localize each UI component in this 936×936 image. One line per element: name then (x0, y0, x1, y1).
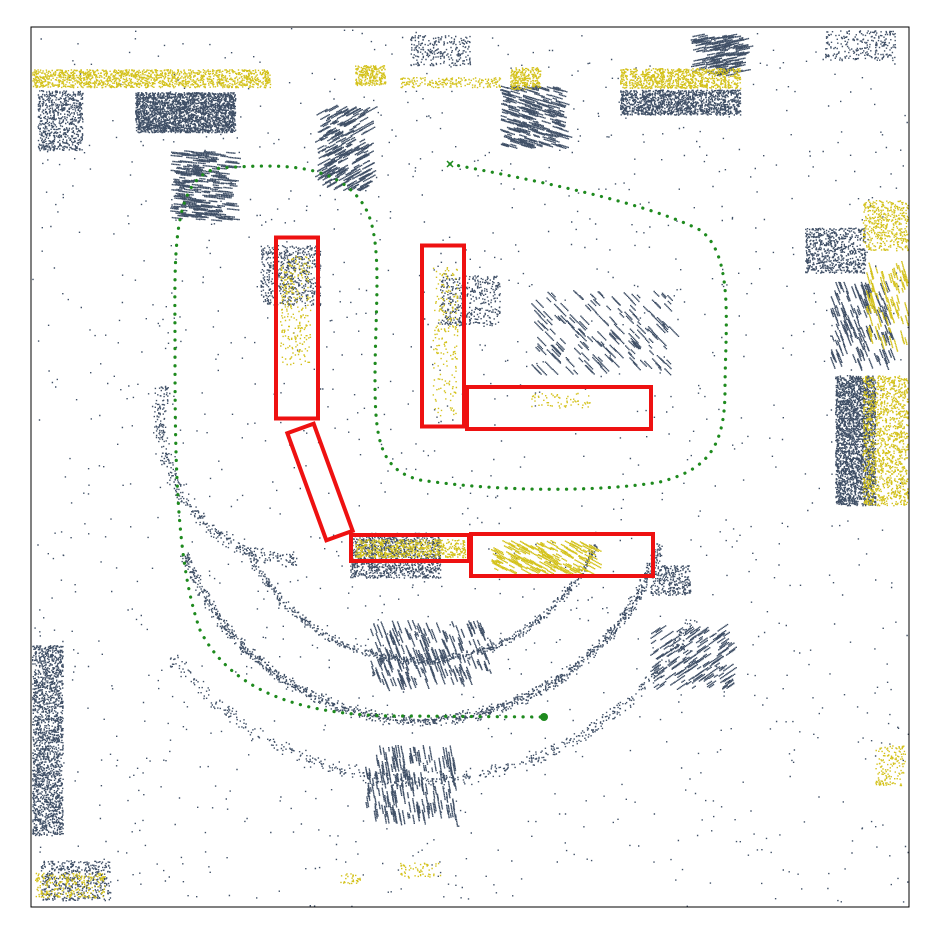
trajectory-line (173, 162, 728, 719)
object-boxes (274, 235, 655, 578)
plot-frame (30, 26, 910, 908)
trajectory-path (173, 160, 728, 721)
object-box (465, 385, 653, 431)
object-box (274, 235, 320, 421)
object-box (420, 243, 466, 429)
trajectory-start-marker (446, 160, 454, 168)
trajectory-end-marker (540, 713, 548, 721)
object-box (284, 421, 356, 543)
object-box (469, 532, 655, 578)
